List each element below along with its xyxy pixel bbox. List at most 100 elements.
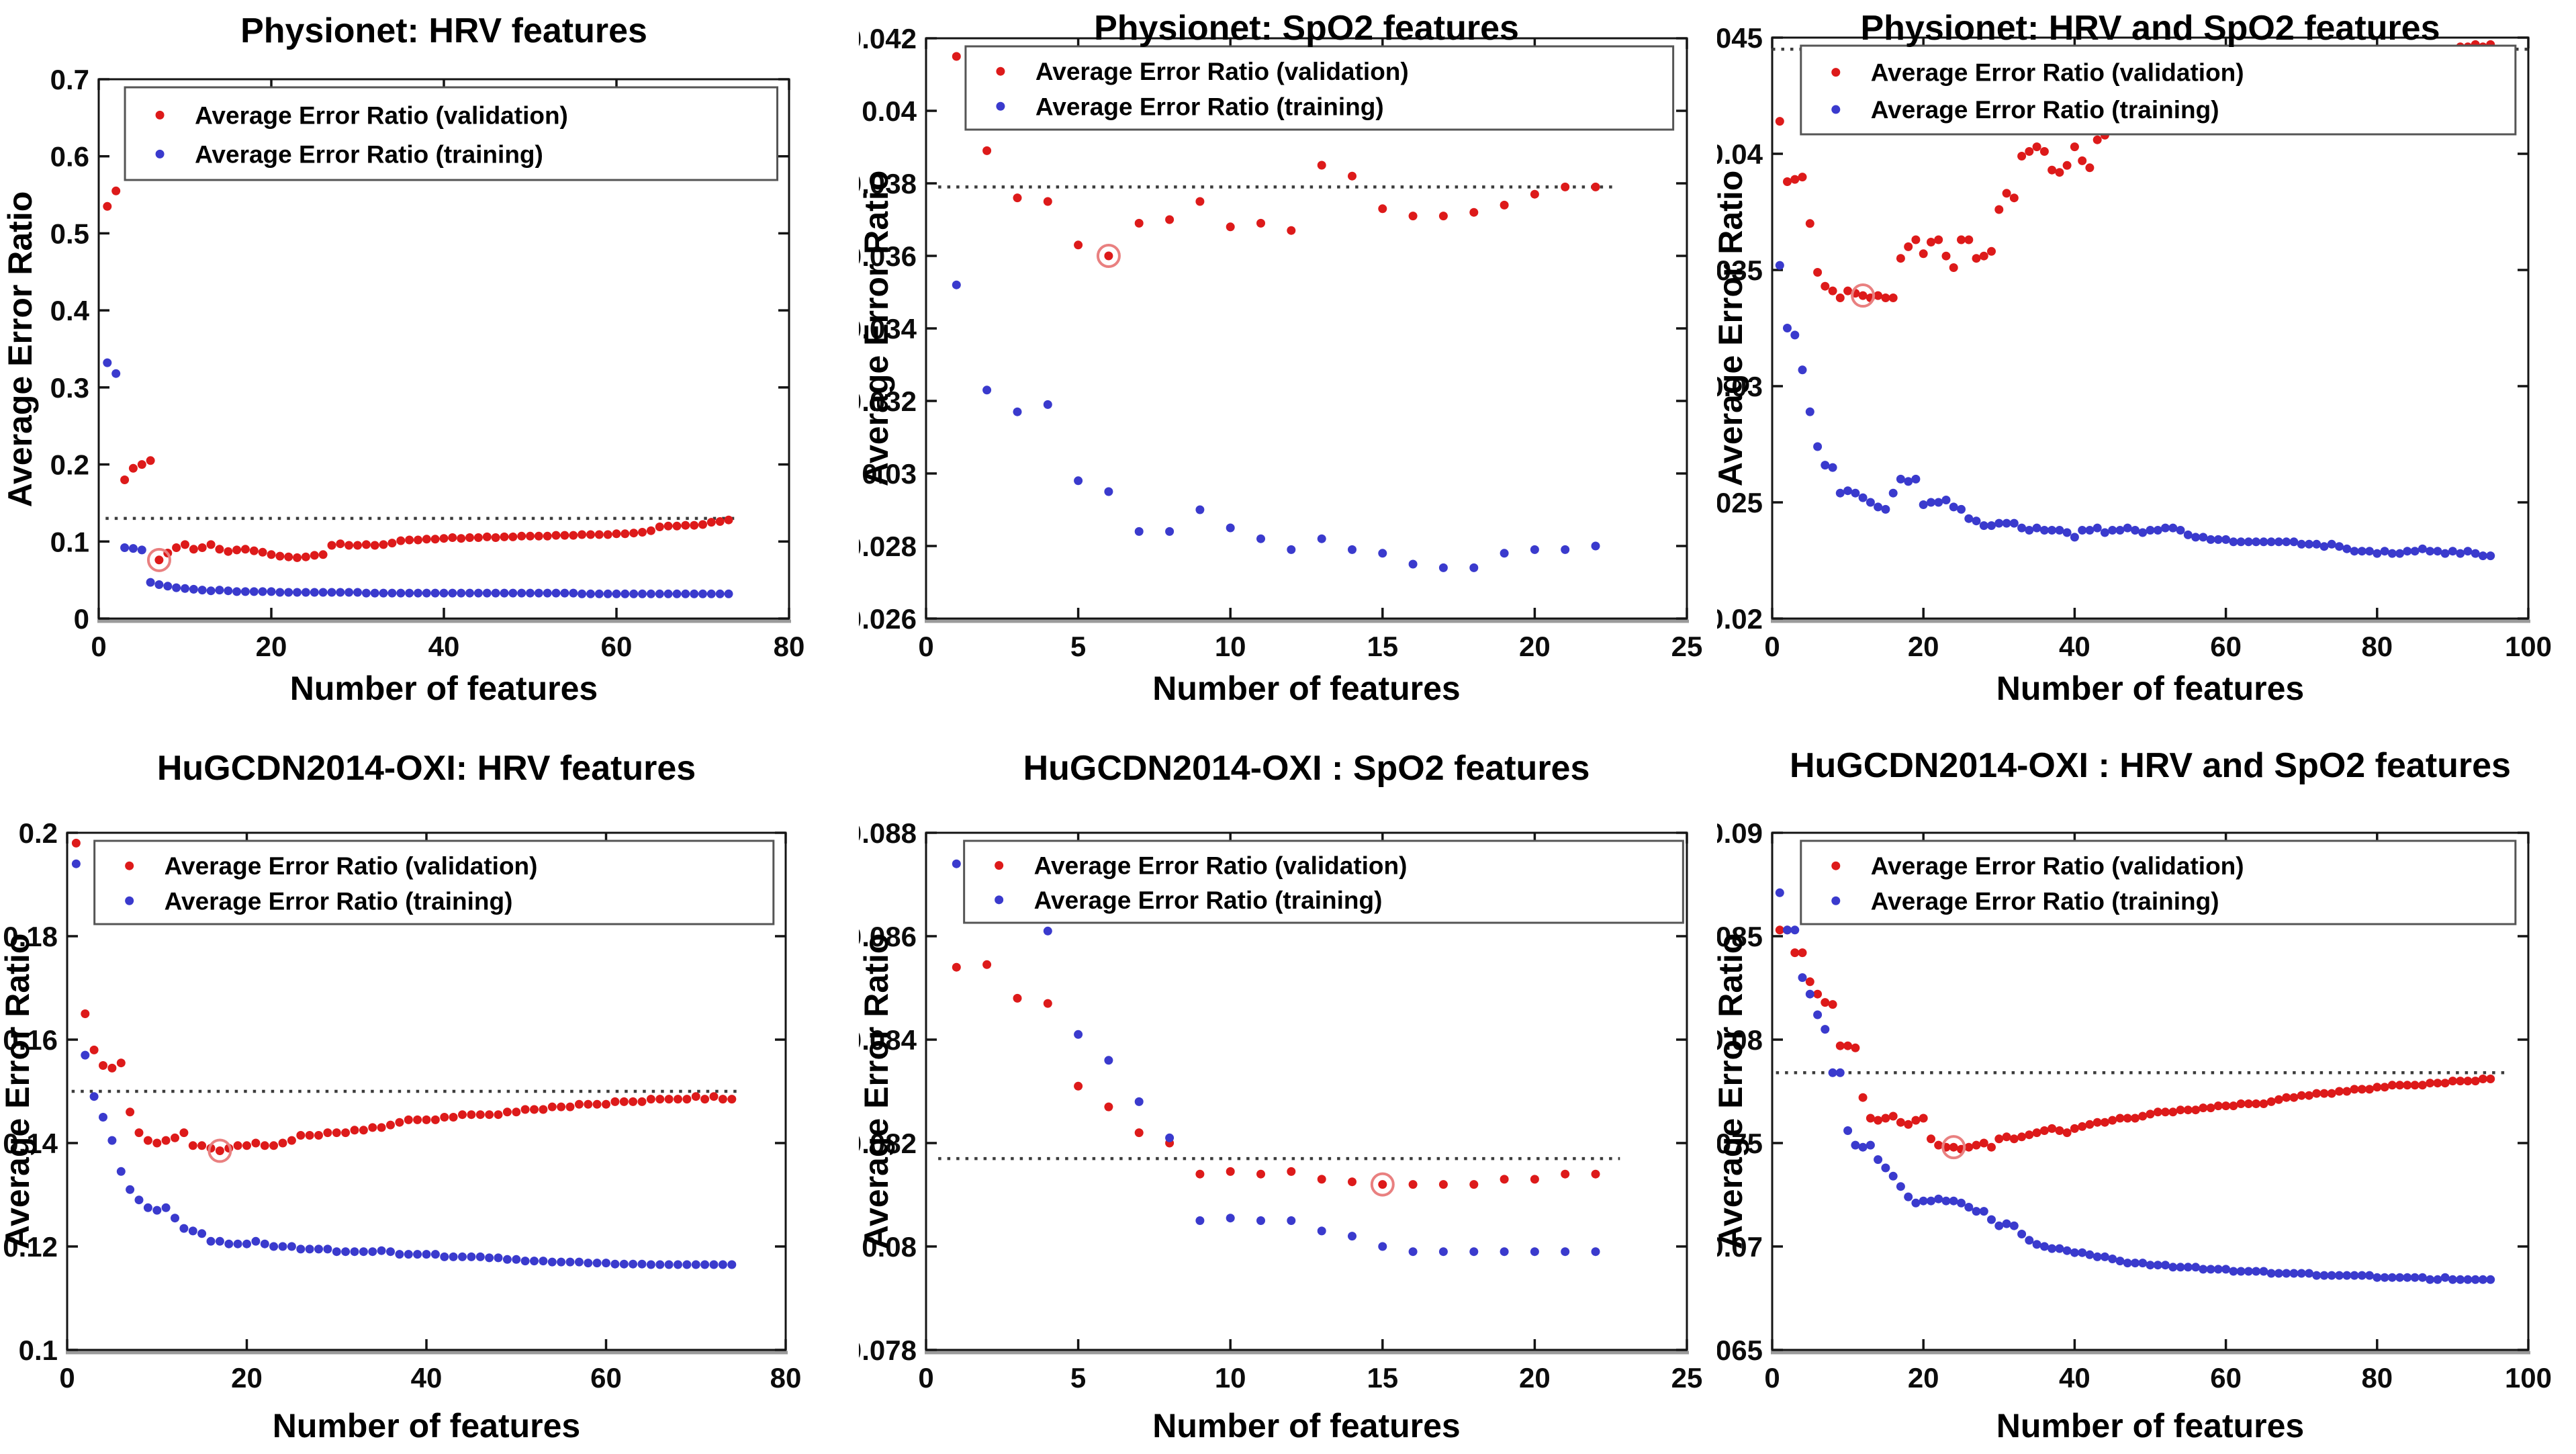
legend-label-validation: Average Error Ratio (validation) xyxy=(1034,852,1408,880)
y-tick-label: 0.04 xyxy=(862,95,917,127)
series-training xyxy=(71,859,737,1269)
x-tick-label: 25 xyxy=(1671,631,1703,662)
y-axis-label: Average Error Ratio xyxy=(1,191,39,507)
plot-area-hugcdn-hrv: 0 20 40 60 80 0.1 0.12 0.14 0.16 0.18 0.2 Average E… xyxy=(0,725,859,1451)
legend-marker-training xyxy=(155,149,165,158)
legend-label-validation: Average Error Ratio (validation) xyxy=(1871,59,2244,87)
plot-frame xyxy=(925,831,1689,1355)
legend-marker-training xyxy=(995,895,1004,905)
legend-marker-validation xyxy=(1831,861,1841,870)
panel-title: HuGCDN2014-OXI : SpO2 features xyxy=(1023,749,1590,788)
x-tick-label: 0 xyxy=(1764,631,1780,662)
panel-title: Physionet: SpO2 features xyxy=(1094,9,1519,48)
legend-marker-training xyxy=(125,896,134,905)
x-tick-label: 80 xyxy=(2361,1362,2393,1394)
y-tick-label: 0.07 xyxy=(1717,1231,1763,1263)
series-validation xyxy=(103,186,733,565)
y-axis-label: Average Error Ratio xyxy=(858,933,895,1250)
x-tick-label: 10 xyxy=(1215,631,1246,662)
y-tick-label: 0.16 xyxy=(3,1024,58,1056)
x-tick-label: 100 xyxy=(2505,631,2552,662)
plot-svg: 0 20 40 60 80 0.1 0.12 0.14 0.16 0.18 0.2 Average E… xyxy=(3,817,801,1394)
y-tick-label: 0.03 xyxy=(862,458,917,490)
legend-label-training: Average Error Ratio (training) xyxy=(1034,887,1383,914)
y-tick-label: 0.09 xyxy=(1717,817,1763,849)
legend-label-validation: Average Error Ratio (validation) xyxy=(195,101,568,129)
panel-physionet-hrv: 0 20 40 60 80 0 0.1 0.2 0.3 0.4 0.5 0.6 0.7 Average E… xyxy=(0,0,859,725)
x-tick-label: 40 xyxy=(2059,631,2090,662)
x-tick-label: 40 xyxy=(411,1362,443,1394)
x-tick-label: 25 xyxy=(1671,1362,1703,1394)
legend-marker-validation xyxy=(125,861,134,870)
plot-frame xyxy=(1771,36,2530,623)
x-tick-label: 20 xyxy=(231,1362,263,1394)
series-validation xyxy=(1775,925,2495,1154)
best-point-marker xyxy=(1941,1135,1966,1160)
x-tick-label: 10 xyxy=(1215,1362,1246,1394)
legend-marker-training xyxy=(996,101,1005,111)
panel-title: Physionet: HRV and SpO2 features xyxy=(1860,9,2440,48)
panel-title: HuGCDN2014-OXI : HRV and SpO2 features xyxy=(1790,746,2511,785)
x-tick-label: 20 xyxy=(1908,1362,1939,1394)
legend-label-validation: Average Error Ratio (validation) xyxy=(165,852,538,880)
plot-area-physionet-hrv: 0 20 40 60 80 0 0.1 0.2 0.3 0.4 0.5 0.6 0.7 Average E… xyxy=(0,0,859,725)
y-tick-label: 0.065 xyxy=(1717,1334,1763,1366)
series-training xyxy=(952,859,1600,1257)
x-tick-label: 20 xyxy=(1519,1362,1551,1394)
legend-marker-training xyxy=(1831,896,1841,905)
x-axis-label: Number of features xyxy=(1152,1407,1461,1445)
x-axis-label: Number of features xyxy=(1152,670,1461,707)
y-tick-label: 0.02 xyxy=(1717,603,1763,635)
legend-label-training: Average Error Ratio (training) xyxy=(1871,96,2219,124)
y-tick-label: 0.08 xyxy=(862,1231,917,1263)
panel-title: HuGCDN2014-OXI: HRV features xyxy=(156,749,696,788)
legend: Average Error Ratio (validation) Average … xyxy=(1800,44,2517,136)
y-tick-label: 0.7 xyxy=(50,64,89,95)
plot-area-hugcdn-spo2: 05101520250.0780.080.0820.0840.0860.088A… xyxy=(846,725,1717,1451)
x-tick-label: 40 xyxy=(428,631,460,662)
legend-marker-validation xyxy=(1831,68,1841,77)
x-tick-label: 80 xyxy=(770,1362,802,1394)
x-tick-label: 60 xyxy=(2210,631,2242,662)
panel-hugcdn-spo2: 05101520250.0780.080.0820.0840.0860.088A… xyxy=(846,725,1717,1451)
y-tick-label: 0.5 xyxy=(50,218,89,249)
legend: Average Error Ratio (validation) Average … xyxy=(93,839,775,925)
x-tick-label: 15 xyxy=(1367,631,1398,662)
panel-physionet-spo2: 05101520250.0260.0280.030.0320.0340.0360… xyxy=(846,0,1717,725)
x-tick-label: 0 xyxy=(91,631,106,662)
y-tick-label: 0.2 xyxy=(50,449,89,481)
x-tick-label: 5 xyxy=(1070,631,1086,662)
x-tick-label: 0 xyxy=(918,631,933,662)
series-validation xyxy=(952,52,1600,261)
axis-ticks: 0 20 40 60 80 0.1 0.12 0.14 0.16 0.18 0.2 xyxy=(3,817,801,1394)
y-tick-label: 0.078 xyxy=(859,1334,917,1366)
panel-hugcdn-hrv: 0 20 40 60 80 0.1 0.12 0.14 0.16 0.18 0.2 Average E… xyxy=(0,725,859,1451)
plot-svg: 0204060801000.0650.070.0750.080.0850.09A… xyxy=(1692,817,2552,1394)
best-point-marker xyxy=(1370,1172,1395,1197)
x-tick-label: 80 xyxy=(774,631,805,662)
y-axis-label: Average Error Ratio xyxy=(1712,170,1749,486)
x-tick-label: 100 xyxy=(2505,1362,2552,1394)
y-tick-label: 0.3 xyxy=(50,372,89,404)
legend-marker-validation xyxy=(996,66,1005,76)
y-tick-label: 0.12 xyxy=(3,1231,58,1263)
series-validation xyxy=(71,838,737,1155)
x-tick-label: 15 xyxy=(1367,1362,1398,1394)
legend-label-training: Average Error Ratio (training) xyxy=(1036,93,1384,120)
x-tick-label: 20 xyxy=(256,631,287,662)
legend: Average Error Ratio (validation) Average … xyxy=(964,45,1675,131)
x-tick-label: 20 xyxy=(1908,631,1939,662)
y-tick-label: 0.08 xyxy=(1717,1024,1763,1056)
y-tick-label: 0.045 xyxy=(1717,22,1763,54)
y-tick-label: 0.028 xyxy=(859,531,917,562)
series-training xyxy=(1775,261,2495,561)
x-tick-label: 60 xyxy=(601,631,633,662)
y-axis-label: Average Error Ratio xyxy=(0,933,36,1250)
x-tick-label: 20 xyxy=(1519,631,1551,662)
plot-svg: 0204060801000.020.0250.030.0350.040.045A… xyxy=(1692,22,2552,662)
legend-label-training: Average Error Ratio (training) xyxy=(165,887,513,915)
